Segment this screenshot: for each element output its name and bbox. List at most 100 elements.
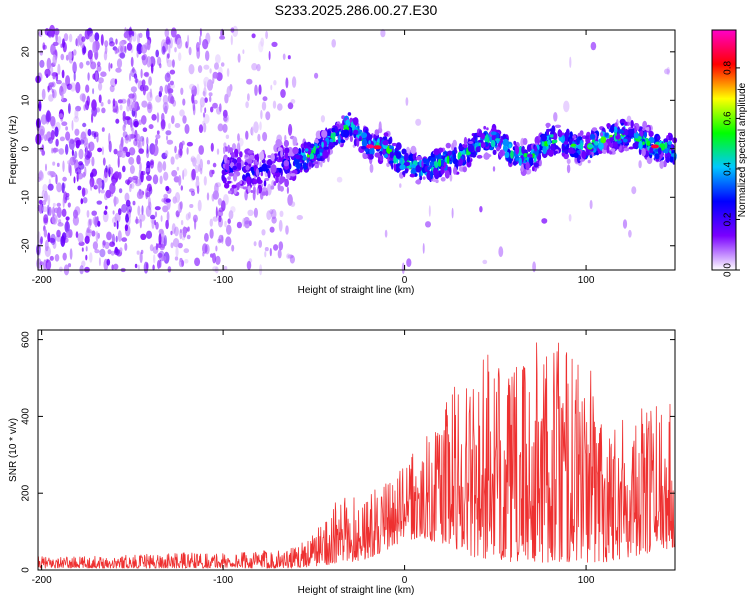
spectrogram-cell	[579, 158, 585, 162]
spectrogram-cell	[458, 146, 465, 151]
spectrogram-cell	[247, 209, 254, 216]
spectrogram-cell	[75, 105, 82, 112]
spectrogram-cell	[258, 239, 263, 248]
spectrogram-cell	[244, 154, 249, 158]
spectrogram-cell	[77, 232, 84, 243]
spectrogram-cell	[467, 144, 474, 153]
spectrogram-cell	[223, 266, 228, 271]
spectrogram-cell	[170, 156, 175, 165]
spectrogram-cell	[289, 255, 295, 264]
spectrogram-cell	[396, 157, 399, 164]
spectrogram-cell	[94, 181, 99, 189]
spectrogram-cell	[124, 242, 128, 251]
spectrogram-cell	[566, 158, 571, 164]
spectrogram-cell	[406, 258, 412, 267]
spectrogram-cell	[204, 107, 207, 114]
spectrogram-cell	[155, 138, 158, 146]
spectrogram-cell	[409, 173, 415, 178]
spectrogram-cell	[553, 132, 558, 141]
spectrogram-cell	[38, 199, 43, 205]
spectrogram-cell	[466, 151, 470, 156]
spectrogram-cell	[134, 178, 142, 187]
spectrogram-cell	[287, 102, 294, 110]
spectrogram-cell	[128, 156, 135, 165]
spectrogram-cell	[401, 262, 405, 275]
spectrogram-cell	[108, 62, 111, 72]
spectrogram-cell	[117, 45, 124, 53]
spectrogram-cell	[119, 104, 123, 111]
spectrogram-cell	[160, 215, 163, 222]
spectrogram-cell	[94, 249, 100, 254]
spectrogram-cell	[63, 33, 69, 42]
spectrogram-cell	[314, 138, 319, 144]
spectrogram-cell	[302, 154, 307, 161]
spectrogram-cell	[613, 126, 618, 134]
spectrogram-cell	[147, 196, 151, 208]
spectrogram-cell	[112, 98, 116, 107]
spectrogram-cell	[146, 144, 149, 154]
spectrogram-cell	[264, 177, 270, 182]
spectrogram-cell	[179, 109, 185, 117]
spectrogram-cell	[52, 147, 59, 153]
spectrogram-cell	[290, 173, 296, 177]
spectrogram-cell	[133, 120, 139, 128]
spectrogram-cell	[656, 135, 661, 140]
spectrogram-cell	[115, 38, 118, 45]
spectrogram-cell	[56, 79, 62, 85]
spectrogram-cell	[231, 184, 237, 189]
spectrogram-cell	[177, 203, 180, 212]
spectrogram-cell	[88, 141, 95, 152]
spectrogram-cell	[279, 210, 284, 217]
spectrogram-cell	[120, 45, 127, 53]
spectrogram-cell	[659, 160, 664, 169]
spectrogram-cell	[132, 92, 137, 102]
spectrogram-cell	[170, 242, 174, 249]
spectrogram-cell	[525, 161, 530, 171]
spectrogram-cell	[590, 41, 597, 51]
spectrogram-cell	[587, 144, 594, 149]
spectrogram-cell	[56, 162, 60, 167]
spectrogram-cell	[208, 92, 213, 97]
spectrogram-cell	[75, 81, 81, 94]
spectrogram-cell	[140, 68, 143, 79]
spectrogram-cell	[174, 47, 177, 53]
snr-x-tick-label: -100	[213, 575, 233, 586]
spectrogram-cell	[129, 73, 131, 82]
spectrogram-cell	[639, 130, 644, 137]
spectrogram-cell	[42, 44, 47, 50]
spectrogram-cell	[118, 52, 125, 58]
spectrogram-cell	[483, 125, 487, 130]
spectrogram-cell	[285, 225, 289, 235]
spectrogram-cell	[188, 188, 195, 193]
spectrogram-cell	[212, 216, 219, 222]
spectrogram-y-tick-label: -20	[21, 238, 32, 253]
spectrogram-cell	[228, 172, 234, 177]
spectrogram-cell	[292, 146, 299, 155]
spectrogram-cell	[307, 146, 312, 155]
spectrogram-cell	[82, 122, 87, 128]
spectrogram-cell	[150, 214, 156, 220]
spectrogram-cell	[532, 166, 535, 172]
spectrogram-cell	[434, 161, 439, 169]
spectrogram-cell	[178, 142, 184, 151]
spectrogram-cell	[291, 76, 297, 88]
spectrogram-cell	[60, 43, 63, 48]
spectrogram-cell	[121, 237, 128, 242]
spectrogram-cell	[496, 146, 500, 152]
spectrogram-cell	[374, 137, 378, 141]
spectrogram-cell	[412, 167, 416, 175]
spectrogram-cell	[410, 145, 417, 155]
spectrogram-cell	[609, 137, 614, 142]
spectrogram-cell	[212, 266, 218, 272]
spectrogram-cell	[91, 168, 98, 177]
spectrogram-cell	[236, 144, 240, 150]
spectrogram-cell	[589, 133, 596, 140]
spectrogram-cell	[97, 147, 103, 153]
spectrogram-cell	[236, 221, 242, 229]
spectrogram-cell	[480, 142, 486, 148]
spectrogram-cell	[151, 114, 157, 121]
spectrogram-cell	[251, 33, 256, 39]
spectrogram-cell	[128, 211, 132, 219]
spectrogram-x-ticks: -200 -100 0 100	[32, 30, 595, 286]
spectrogram-cell	[549, 134, 555, 138]
